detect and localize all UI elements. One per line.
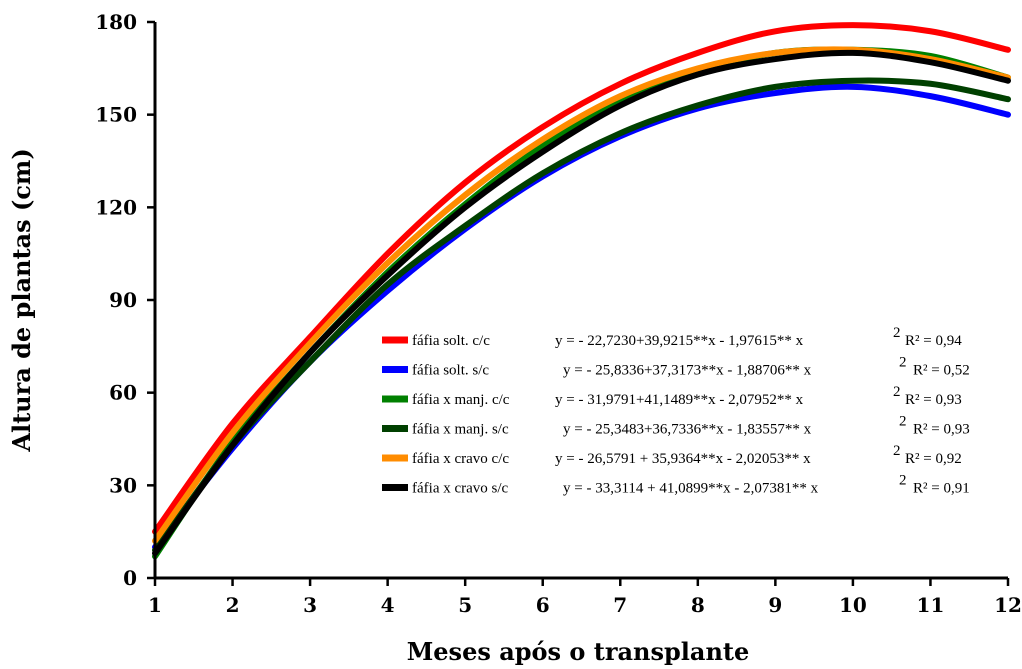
y-tick-label: 60 [109,381,137,405]
x-tick-label: 7 [613,593,627,617]
legend-equation: y = - 31,9791+41,1489**x - 2,07952** x [555,392,804,408]
legend: fáfia solt. c/c y = - 22,7230+39,9215**x … [382,325,970,497]
x-tick-label: 12 [994,593,1022,617]
equation-exponent: 2 [893,384,901,400]
y-tick-label: 180 [95,10,137,34]
x-tick-label: 8 [691,593,705,617]
x-tick-label: 3 [303,593,317,617]
equation-exponent: 2 [899,414,907,430]
legend-equation: y = - 25,8336+37,3173**x - 1,88706** x [563,363,812,379]
series-line-2 [152,83,1011,551]
legend-label: fáfia solt. s/c [412,363,489,379]
y-tick-label: 150 [95,103,137,127]
legend-label: fáfia x cravo c/c [412,451,509,467]
x-tick-label: 1 [148,593,162,617]
legend-label: fáfia x manj. s/c [412,422,509,438]
x-tick-label: 11 [917,593,945,617]
axes [147,20,1010,586]
legend-r-squared: R² = 0,52 [913,363,970,379]
x-tick-label: 4 [381,593,395,617]
legend-r-squared: R² = 0,94 [905,333,962,349]
legend-r-squared: R² = 0,93 [913,422,970,438]
x-tick-label: 6 [536,593,550,617]
series-line-5 [152,46,1011,544]
equation-exponent: 2 [893,443,901,459]
legend-equation: y = - 25,3483+36,7336**x - 1,83557** x [563,422,812,438]
x-tick-label: 10 [839,593,867,617]
series-line-4 [152,77,1011,554]
legend-equation: y = - 26,5791 + 35,9364**x - 2,02053** x [555,451,811,467]
y-axis-title: Altura de plantas (cm) [7,148,36,452]
x-axis-title: Meses após o transplante [407,637,750,666]
legend-label: fáfia solt. c/c [412,333,490,349]
legend-r-squared: R² = 0,93 [905,392,962,408]
x-tick-label: 5 [458,593,472,617]
x-tick-label: 9 [768,593,782,617]
series-lines [152,22,1011,560]
y-tick-label: 30 [109,473,137,497]
x-tick-label: 2 [226,593,240,617]
legend-r-squared: R² = 0,91 [913,481,970,497]
equation-exponent: 2 [893,325,901,341]
equation-exponent: 2 [899,355,907,371]
legend-equation: y = - 22,7230+39,9215**x - 1,97615** x [555,333,804,349]
legend-label: fáfia x manj. c/c [412,392,510,408]
series-line-1 [152,22,1011,535]
legend-equation: y = - 33,3114 + 41,0899**x - 2,07381** x [563,481,819,497]
y-tick-label: 120 [95,195,137,219]
y-tick-label: 0 [123,566,137,590]
equation-exponent: 2 [899,473,907,489]
legend-r-squared: R² = 0,92 [905,451,962,467]
legend-label: fáfia x cravo s/c [412,481,509,497]
series-line-6 [152,49,1011,557]
y-tick-label: 90 [109,288,137,312]
